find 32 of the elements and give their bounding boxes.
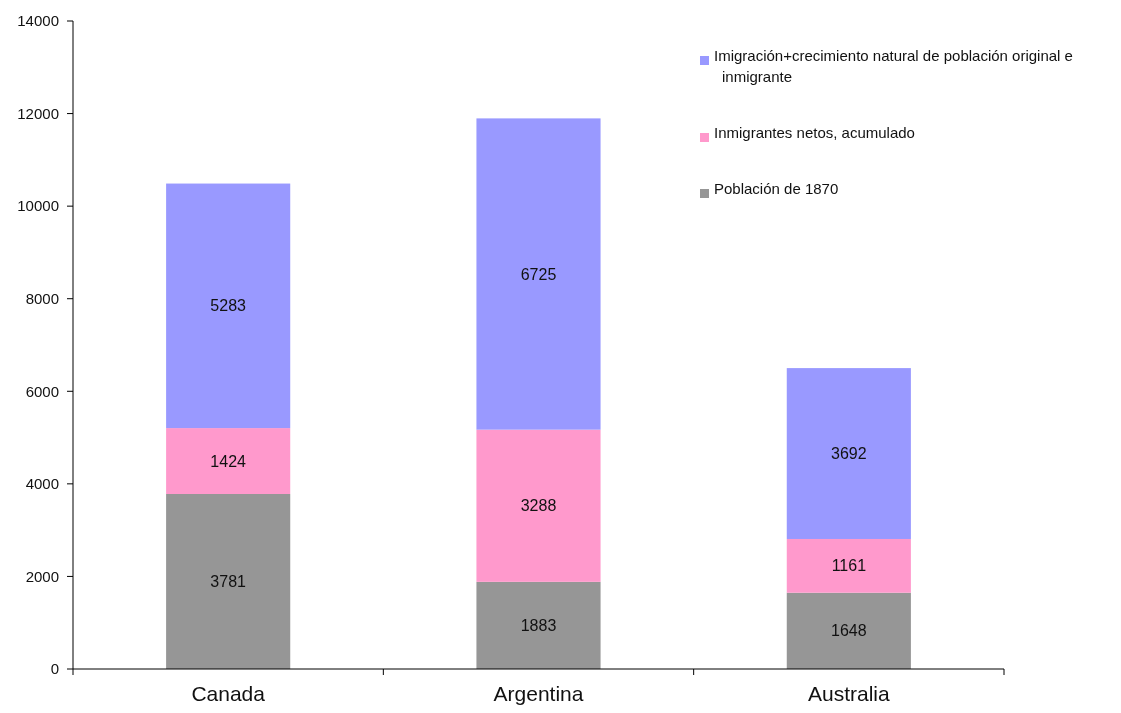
y-tick-label: 12000 — [17, 104, 59, 122]
x-tick-label: Australia — [807, 682, 891, 705]
bar — [476, 581, 601, 669]
bar — [476, 118, 601, 430]
data-label: 6725 — [520, 265, 557, 283]
data-label: 1883 — [520, 617, 557, 635]
x-tick-label: Argentina — [493, 682, 584, 705]
bar — [786, 368, 911, 539]
data-label: 1424 — [210, 452, 247, 470]
y-tick-label: 4000 — [25, 475, 59, 493]
legend-label: Población de 1870 — [714, 180, 839, 197]
data-label: 3781 — [210, 573, 247, 591]
bar — [166, 183, 291, 429]
legend-label: Imigración+crecimiento natural de población original e inmigrante — [714, 47, 1073, 85]
x-tick-label: Canada — [191, 682, 266, 705]
y-tick-label: 6000 — [25, 382, 59, 400]
bar — [786, 538, 911, 593]
bar — [166, 493, 291, 669]
y-tick-label: 10000 — [17, 197, 59, 215]
data-label: 1161 — [831, 557, 867, 575]
bar — [786, 592, 911, 669]
y-tick-label: 2000 — [25, 567, 59, 585]
data-label: 5283 — [210, 297, 247, 315]
data-label: 3692 — [831, 445, 867, 463]
y-tick-label: 14000 — [17, 12, 59, 30]
bar — [476, 429, 601, 582]
y-tick-label: 8000 — [25, 289, 59, 307]
bar — [166, 428, 291, 494]
legend-label: Inmigrantes netos, acumulado — [714, 124, 915, 141]
data-label: 1648 — [831, 622, 867, 640]
y-tick-label: 0 — [50, 660, 59, 678]
data-label: 3288 — [520, 497, 557, 515]
